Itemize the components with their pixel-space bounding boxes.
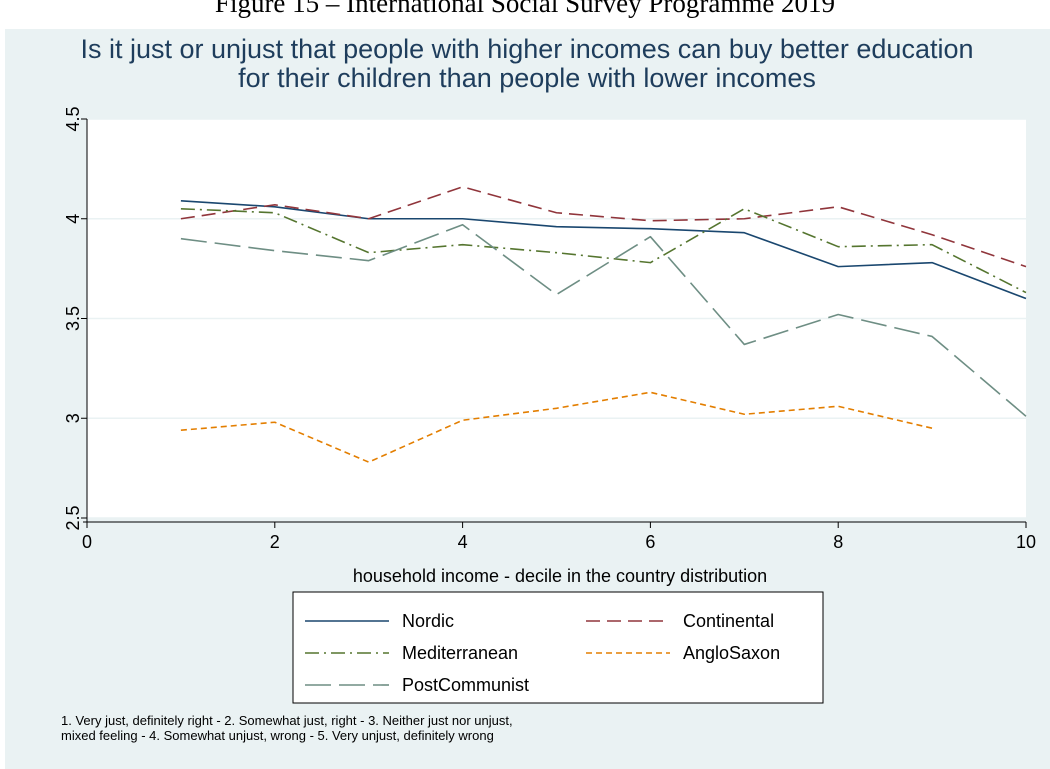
series-line-mediterranean <box>180 207 1027 294</box>
legend-label-anglosaxon: AngloSaxon <box>683 643 780 663</box>
axes: 2.5 3 3.5 4 4.5 0 2 4 6 8 10 <box>63 106 1036 552</box>
legend-label-continental: Continental <box>683 611 774 631</box>
x-axis-title: household income - decile in the country… <box>353 566 767 586</box>
line-chart: Is it just or unjust that people with hi… <box>61 34 1036 743</box>
x-tick-label: 6 <box>645 532 655 552</box>
series-line-anglosaxon <box>180 391 933 463</box>
legend-label-nordic: Nordic <box>402 611 454 631</box>
series-lines <box>180 186 1027 463</box>
figure-caption: Figure 15 – International Social Survey … <box>214 0 836 18</box>
y-tick-label: 4.5 <box>63 106 83 131</box>
series-line-nordic <box>180 199 1027 300</box>
y-tick-label: 2.5 <box>63 505 83 530</box>
series-line-continental <box>180 186 1027 268</box>
chart-title-line-1: Is it just or unjust that people with hi… <box>80 34 973 64</box>
x-tick-label: 2 <box>270 532 280 552</box>
y-tick-label: 3 <box>63 413 83 423</box>
gridlines <box>87 118 1026 519</box>
x-tick-label: 8 <box>833 532 843 552</box>
x-tick-label: 0 <box>82 532 92 552</box>
x-tick-label: 4 <box>458 532 468 552</box>
legend: Nordic Continental Mediterranean AngloSaxon… <box>292 591 824 704</box>
y-tick-label: 3.5 <box>63 306 83 331</box>
chart-title-line-2: for their children than people with lowe… <box>238 63 816 93</box>
series-line-postcommunist <box>180 223 1027 417</box>
legend-label-postcommunist: PostCommunist <box>402 675 529 695</box>
chart-note-line-1: 1. Very just, definitely right - 2. Some… <box>61 713 513 728</box>
chart-panel: Is it just or unjust that people with hi… <box>5 29 1050 769</box>
chart-note-line-2: mixed feeling - 4. Somewhat unjust, wron… <box>61 728 494 743</box>
y-tick-label: 4 <box>63 214 83 224</box>
x-tick-label: 10 <box>1016 532 1036 552</box>
legend-label-mediterranean: Mediterranean <box>402 643 518 663</box>
